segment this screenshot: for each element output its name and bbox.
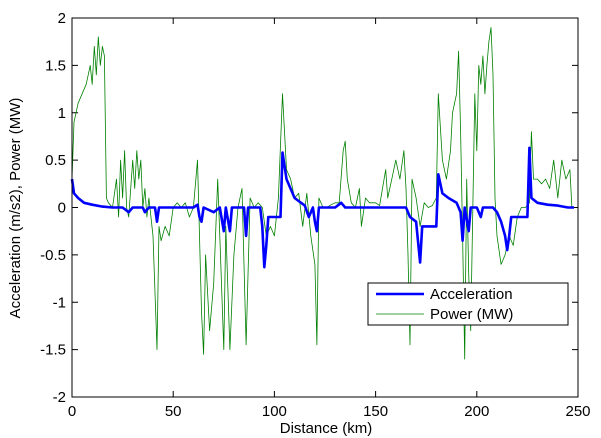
- x-tick-label: 0: [68, 403, 76, 420]
- y-axis-label: Acceleration (m/s2), Power (MW): [7, 98, 24, 319]
- y-tick-label: -0.5: [40, 247, 66, 264]
- y-tick-label: 0.5: [45, 152, 66, 169]
- data-line: [70, 146, 574, 269]
- x-tick-label: 50: [165, 403, 182, 420]
- x-tick-label: 200: [464, 403, 489, 420]
- legend-box: [367, 282, 569, 326]
- x-axis-label: Distance (km): [280, 420, 373, 437]
- x-tick-label: 100: [262, 403, 287, 420]
- y-tick-label: -1.5: [40, 342, 66, 359]
- y-tick-label: -1: [53, 294, 66, 311]
- axes-box: [71, 17, 579, 398]
- legend-label: Power (MW): [430, 306, 513, 323]
- y-tick-label: 0: [58, 200, 66, 217]
- x-tick-label: 150: [363, 403, 388, 420]
- y-tick-label: -2: [53, 389, 66, 406]
- data-line: [71, 27, 573, 360]
- y-tick-label: 2: [58, 10, 66, 27]
- y-tick-label: 1.5: [45, 57, 66, 74]
- y-tick-label: 1: [58, 105, 66, 122]
- legend-label: Acceleration: [430, 286, 513, 303]
- x-tick-label: 250: [565, 403, 590, 420]
